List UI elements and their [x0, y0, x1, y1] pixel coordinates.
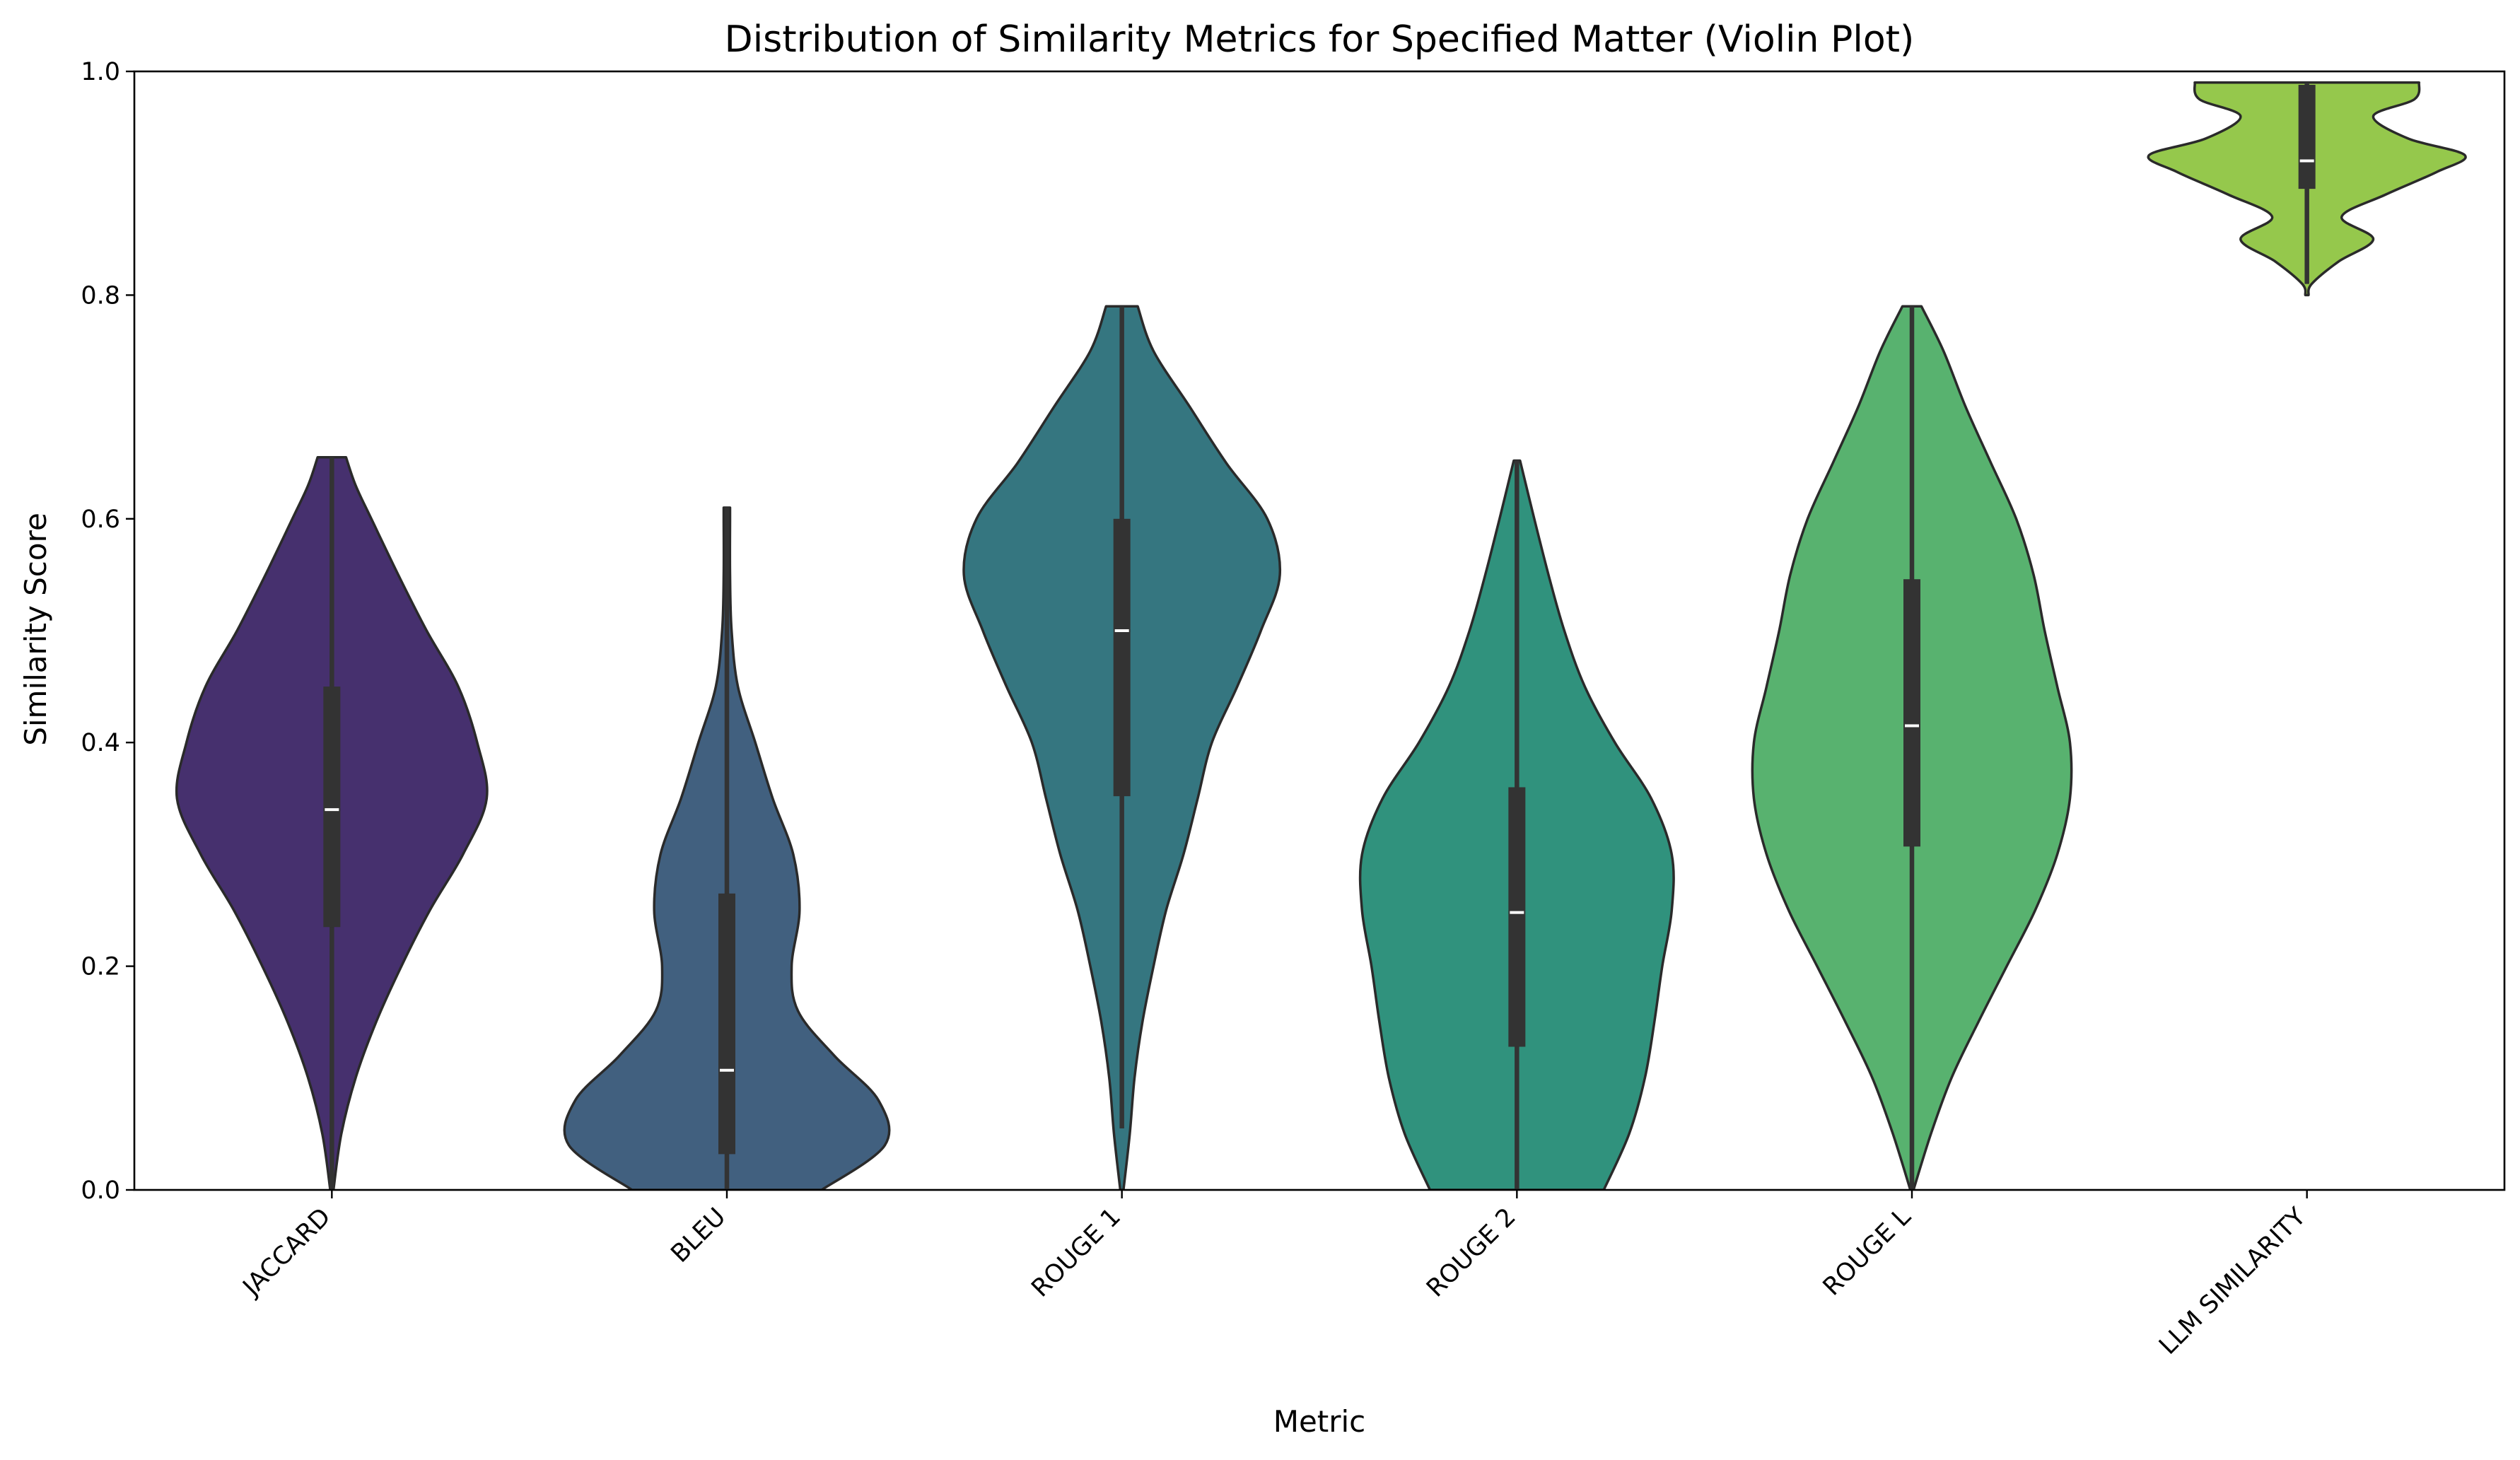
x-tick-label: LLM SIMILARITY — [2154, 1203, 2311, 1360]
violin-group — [563, 506, 891, 1190]
violin-group — [1358, 459, 1675, 1190]
violin-iqr-box — [1508, 787, 1526, 1047]
x-tick-label: ROUGE 2 — [1421, 1203, 1522, 1303]
y-tick-label: 0.6 — [81, 506, 120, 534]
chart-title: Distribution of Similarity Metrics for S… — [725, 18, 1915, 61]
y-tick-label: 1.0 — [81, 58, 120, 86]
violin-iqr-box — [1113, 518, 1131, 797]
y-tick-label: 0.8 — [81, 281, 120, 310]
violin-group — [175, 456, 489, 1190]
x-tick-label: ROUGE 1 — [1027, 1203, 1127, 1303]
violin-group — [962, 305, 1282, 1190]
x-axis-label: Metric — [1273, 1404, 1366, 1439]
x-tick-label: JACCARD — [237, 1203, 337, 1302]
y-tick-label: 0.4 — [81, 729, 120, 757]
y-tick-label: 0.0 — [81, 1176, 120, 1205]
x-tick-label: ROUGE L — [1818, 1203, 1917, 1302]
violin-group — [2147, 81, 2467, 297]
y-tick-label: 0.2 — [81, 953, 120, 981]
violins-group — [175, 81, 2467, 1190]
x-tick-label: BLEU — [666, 1203, 732, 1268]
violin-iqr-box — [2298, 84, 2316, 189]
violin-iqr-box — [718, 893, 735, 1155]
plot-frame — [133, 70, 2506, 1191]
violin-group — [1751, 305, 2073, 1190]
violin-iqr-box — [323, 687, 341, 928]
y-axis-label: Similarity Score — [18, 513, 53, 746]
x-axis-ticks: JACCARD BLEU ROUGE 1 ROUGE 2 ROUGE L LLM SIMI… — [237, 1190, 2311, 1360]
violin-iqr-box — [1903, 579, 1920, 847]
y-axis-ticks: 0.0 0.2 0.4 0.6 0.8 1.0 — [81, 58, 134, 1205]
